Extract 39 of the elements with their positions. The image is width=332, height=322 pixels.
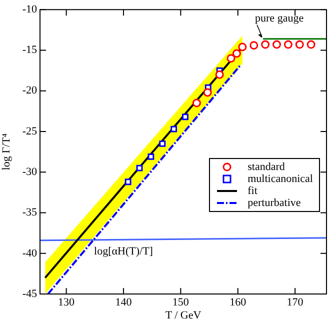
y-tick-label: -10: [22, 3, 38, 16]
point: [136, 164, 143, 172]
point: [182, 114, 188, 120]
point: [295, 40, 304, 49]
point: [124, 178, 132, 186]
point: [215, 70, 224, 79]
y-tick-label: -45: [22, 288, 38, 300]
point: [148, 153, 154, 160]
point: [272, 40, 281, 49]
annotation: pure gauge: [255, 12, 304, 25]
point: [159, 140, 166, 147]
point: [203, 88, 212, 97]
legend-label: multicanonical: [248, 173, 313, 185]
point: [170, 126, 178, 132]
point: [306, 40, 316, 49]
point: [261, 40, 270, 49]
y-tick-label: -15: [22, 44, 38, 56]
legend-label: standard: [248, 161, 285, 173]
y-tick-label: -35: [22, 206, 38, 219]
legend-label: fit: [248, 185, 258, 197]
annotation: log[αH(T)/T]: [94, 245, 153, 258]
y-tick-label: -30: [22, 166, 38, 178]
y-axis-title: log Γ/T⁴: [0, 133, 12, 170]
point: [192, 98, 201, 108]
y-tick-label: -25: [22, 125, 38, 138]
point: [226, 54, 236, 63]
x-tick-label: 130: [58, 296, 76, 308]
x-tick-label: 140: [115, 296, 132, 308]
y-tick-label: -40: [22, 247, 38, 260]
point: [250, 41, 258, 50]
x-tick-label: 170: [286, 296, 304, 308]
x-axis-title: T / GeV: [165, 309, 202, 322]
legend-label: perturbative: [248, 197, 301, 209]
point: [232, 49, 241, 58]
point: [238, 42, 247, 52]
y-tick-label: -20: [22, 84, 38, 97]
point: [284, 40, 292, 49]
x-tick-label: 160: [230, 296, 247, 308]
x-tick-label: 150: [172, 296, 190, 308]
